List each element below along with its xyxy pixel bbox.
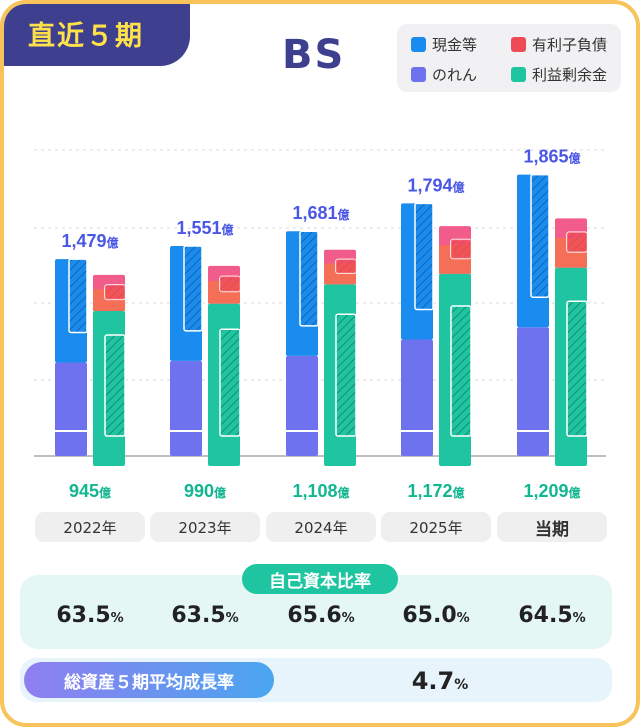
- cash-hatch: [183, 245, 203, 332]
- equity-ratio-title: 自己資本比率: [242, 564, 398, 594]
- year-pill: 当期: [497, 512, 607, 542]
- retained-label: 945億: [69, 481, 111, 501]
- retained-label: 1,209億: [523, 481, 580, 501]
- retained-hatch: [450, 305, 472, 437]
- equity-ratio-value: 63.5%: [171, 603, 239, 628]
- goodwill-divider: [55, 430, 87, 432]
- growth-title: 総資産５期平均成長率: [24, 662, 274, 698]
- debt-hatch-fill: [567, 232, 587, 252]
- goodwill-bar: [401, 339, 433, 456]
- legend-label: のれん: [432, 66, 478, 84]
- legend-item-goodwill: のれん: [411, 64, 477, 85]
- goodwill-bar: [170, 360, 202, 456]
- total-label: 1,681億: [292, 203, 349, 223]
- retained-label: 1,172億: [407, 481, 464, 501]
- total-label: 1,794億: [407, 175, 464, 195]
- retained-hatch: [566, 300, 588, 437]
- debt-hatch-fill: [451, 239, 471, 259]
- year-pill: 2024年: [266, 512, 376, 542]
- retained-swatch-icon: [511, 67, 526, 82]
- year-pill: 2025年: [381, 512, 491, 542]
- legend-item-debt: 有利子負債: [511, 34, 607, 55]
- chart-title: BS: [282, 32, 346, 78]
- equity-ratio-value: 65.0%: [402, 603, 470, 628]
- goodwill-divider: [517, 430, 549, 432]
- retained-hatch: [104, 334, 126, 437]
- cash-hatch: [299, 230, 319, 327]
- legend-label: 有利子負債: [532, 36, 608, 54]
- growth-unit: %: [454, 677, 469, 693]
- period-tag-label: 直近５期: [28, 21, 144, 52]
- retained-hatch: [335, 313, 357, 437]
- year-pill: 2023年: [150, 512, 260, 542]
- growth-number: 4.7: [411, 667, 455, 695]
- debt-hatch-fill: [105, 284, 125, 300]
- goodwill-bar: [286, 355, 318, 456]
- goodwill-bar: [517, 327, 549, 456]
- total-label: 1,551億: [176, 218, 233, 238]
- legend-item-retained: 利益剰余金: [511, 64, 607, 85]
- cash-hatch: [68, 258, 88, 334]
- period-tag: 直近５期: [4, 4, 190, 66]
- legend: 現金等 有利子負債 のれん 利益剰余金: [397, 24, 621, 92]
- equity-ratio-value: 64.5%: [518, 603, 586, 628]
- total-label: 1,479億: [61, 231, 118, 251]
- goodwill-swatch-icon: [411, 67, 426, 82]
- debt-hatch-fill: [220, 276, 240, 292]
- total-label: 1,865億: [523, 147, 580, 167]
- goodwill-divider: [286, 430, 318, 432]
- retained-label: 990億: [184, 481, 226, 501]
- legend-label: 利益剰余金: [532, 66, 608, 84]
- legend-item-cash: 現金等: [411, 34, 477, 55]
- cash-hatch: [530, 173, 550, 298]
- debt-swatch-icon: [511, 37, 526, 52]
- retained-hatch: [219, 328, 241, 437]
- cash-hatch: [414, 202, 434, 311]
- goodwill-divider: [401, 430, 433, 432]
- bs-chart: 1,479億 945億 1,551億 990億 1,681億 1,108億 1,794億 1,…: [34, 147, 606, 501]
- debt-hatch-fill: [336, 259, 356, 274]
- year-pill: 2022年: [35, 512, 145, 542]
- cash-swatch-icon: [411, 37, 426, 52]
- equity-ratio-value: 63.5%: [56, 603, 124, 628]
- growth-value: 4.7%: [380, 667, 500, 695]
- equity-ratio-value: 65.6%: [287, 603, 355, 628]
- goodwill-bar: [55, 362, 87, 456]
- goodwill-divider: [170, 430, 202, 432]
- retained-label: 1,108億: [292, 481, 349, 501]
- legend-label: 現金等: [432, 36, 478, 54]
